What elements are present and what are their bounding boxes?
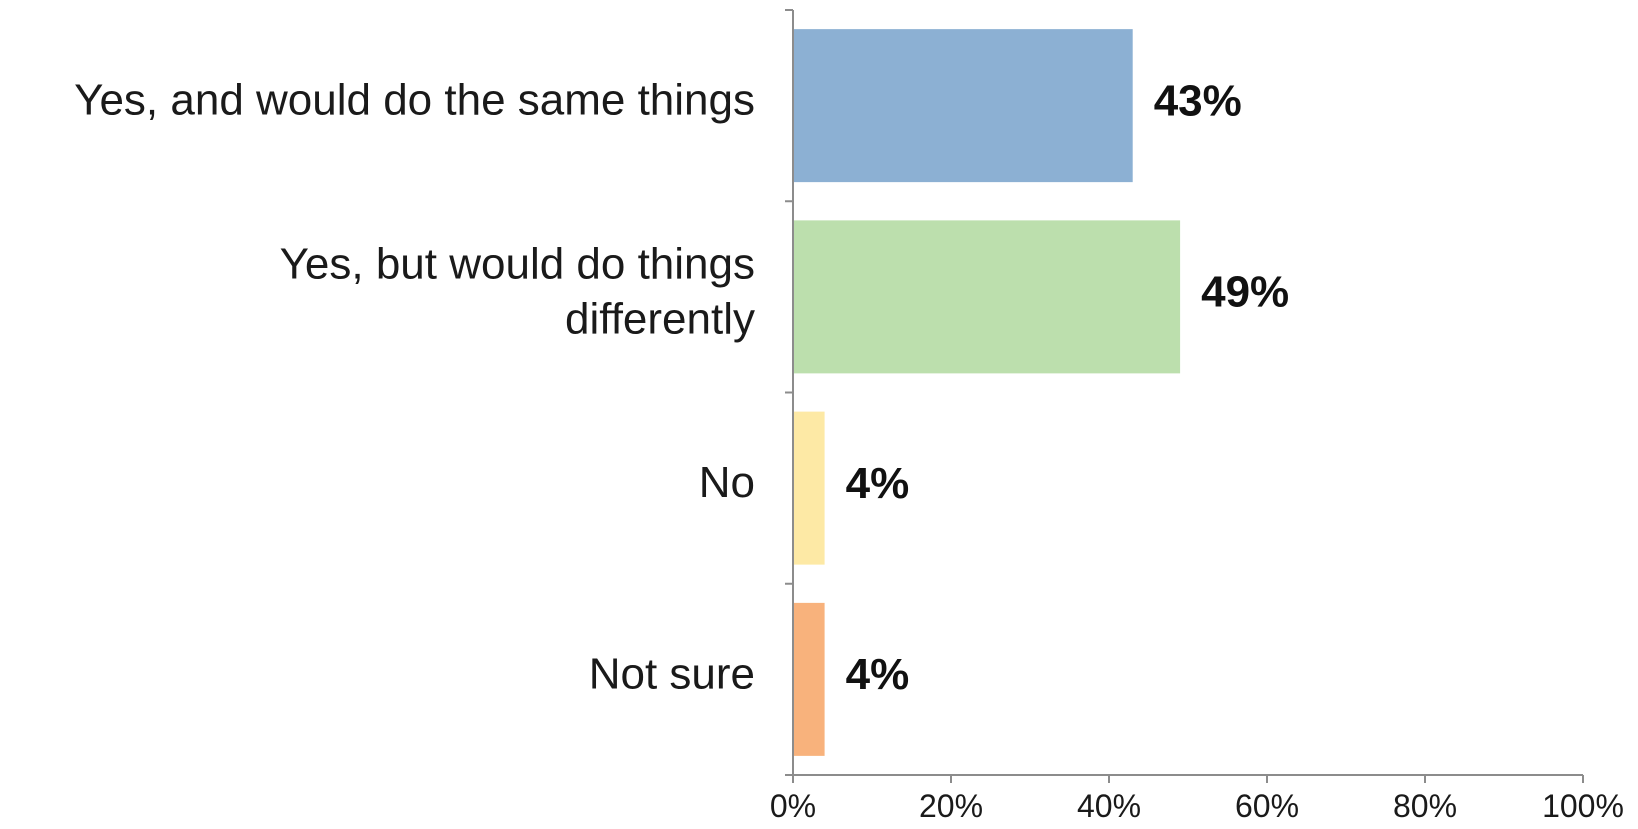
category-label-line: Yes, and would do the same things xyxy=(74,75,755,124)
x-tick-label: 20% xyxy=(919,788,983,824)
category-label-3: Not sure xyxy=(589,649,755,698)
bar-0 xyxy=(793,29,1133,183)
bar-1 xyxy=(793,220,1181,374)
data-label-1: 49% xyxy=(1201,268,1289,317)
data-label-2: 4% xyxy=(846,459,910,508)
category-label-line: differently xyxy=(565,294,755,343)
category-label-2: No xyxy=(699,458,755,507)
bar-2 xyxy=(793,411,825,565)
data-label-3: 4% xyxy=(846,650,910,699)
data-label-0: 43% xyxy=(1154,76,1242,125)
x-tick-label: 0% xyxy=(770,788,816,824)
category-label-line: Yes, but would do things xyxy=(280,239,755,288)
x-tick-label: 60% xyxy=(1235,788,1299,824)
axis-layer xyxy=(785,9,1584,783)
labels-layer: 43% Yes, and would do the same things 49% Y… xyxy=(74,75,1624,824)
category-label-line: Not sure xyxy=(589,649,755,698)
category-label-line: No xyxy=(699,458,755,507)
category-label-1: Yes, but would do things differently xyxy=(280,239,755,343)
x-tick-label: 80% xyxy=(1393,788,1457,824)
x-tick-label: 40% xyxy=(1077,788,1141,824)
bar-3 xyxy=(793,602,825,756)
category-label-0: Yes, and would do the same things xyxy=(74,75,755,124)
x-tick-label: 100% xyxy=(1542,788,1624,824)
bars-layer xyxy=(793,29,1181,756)
